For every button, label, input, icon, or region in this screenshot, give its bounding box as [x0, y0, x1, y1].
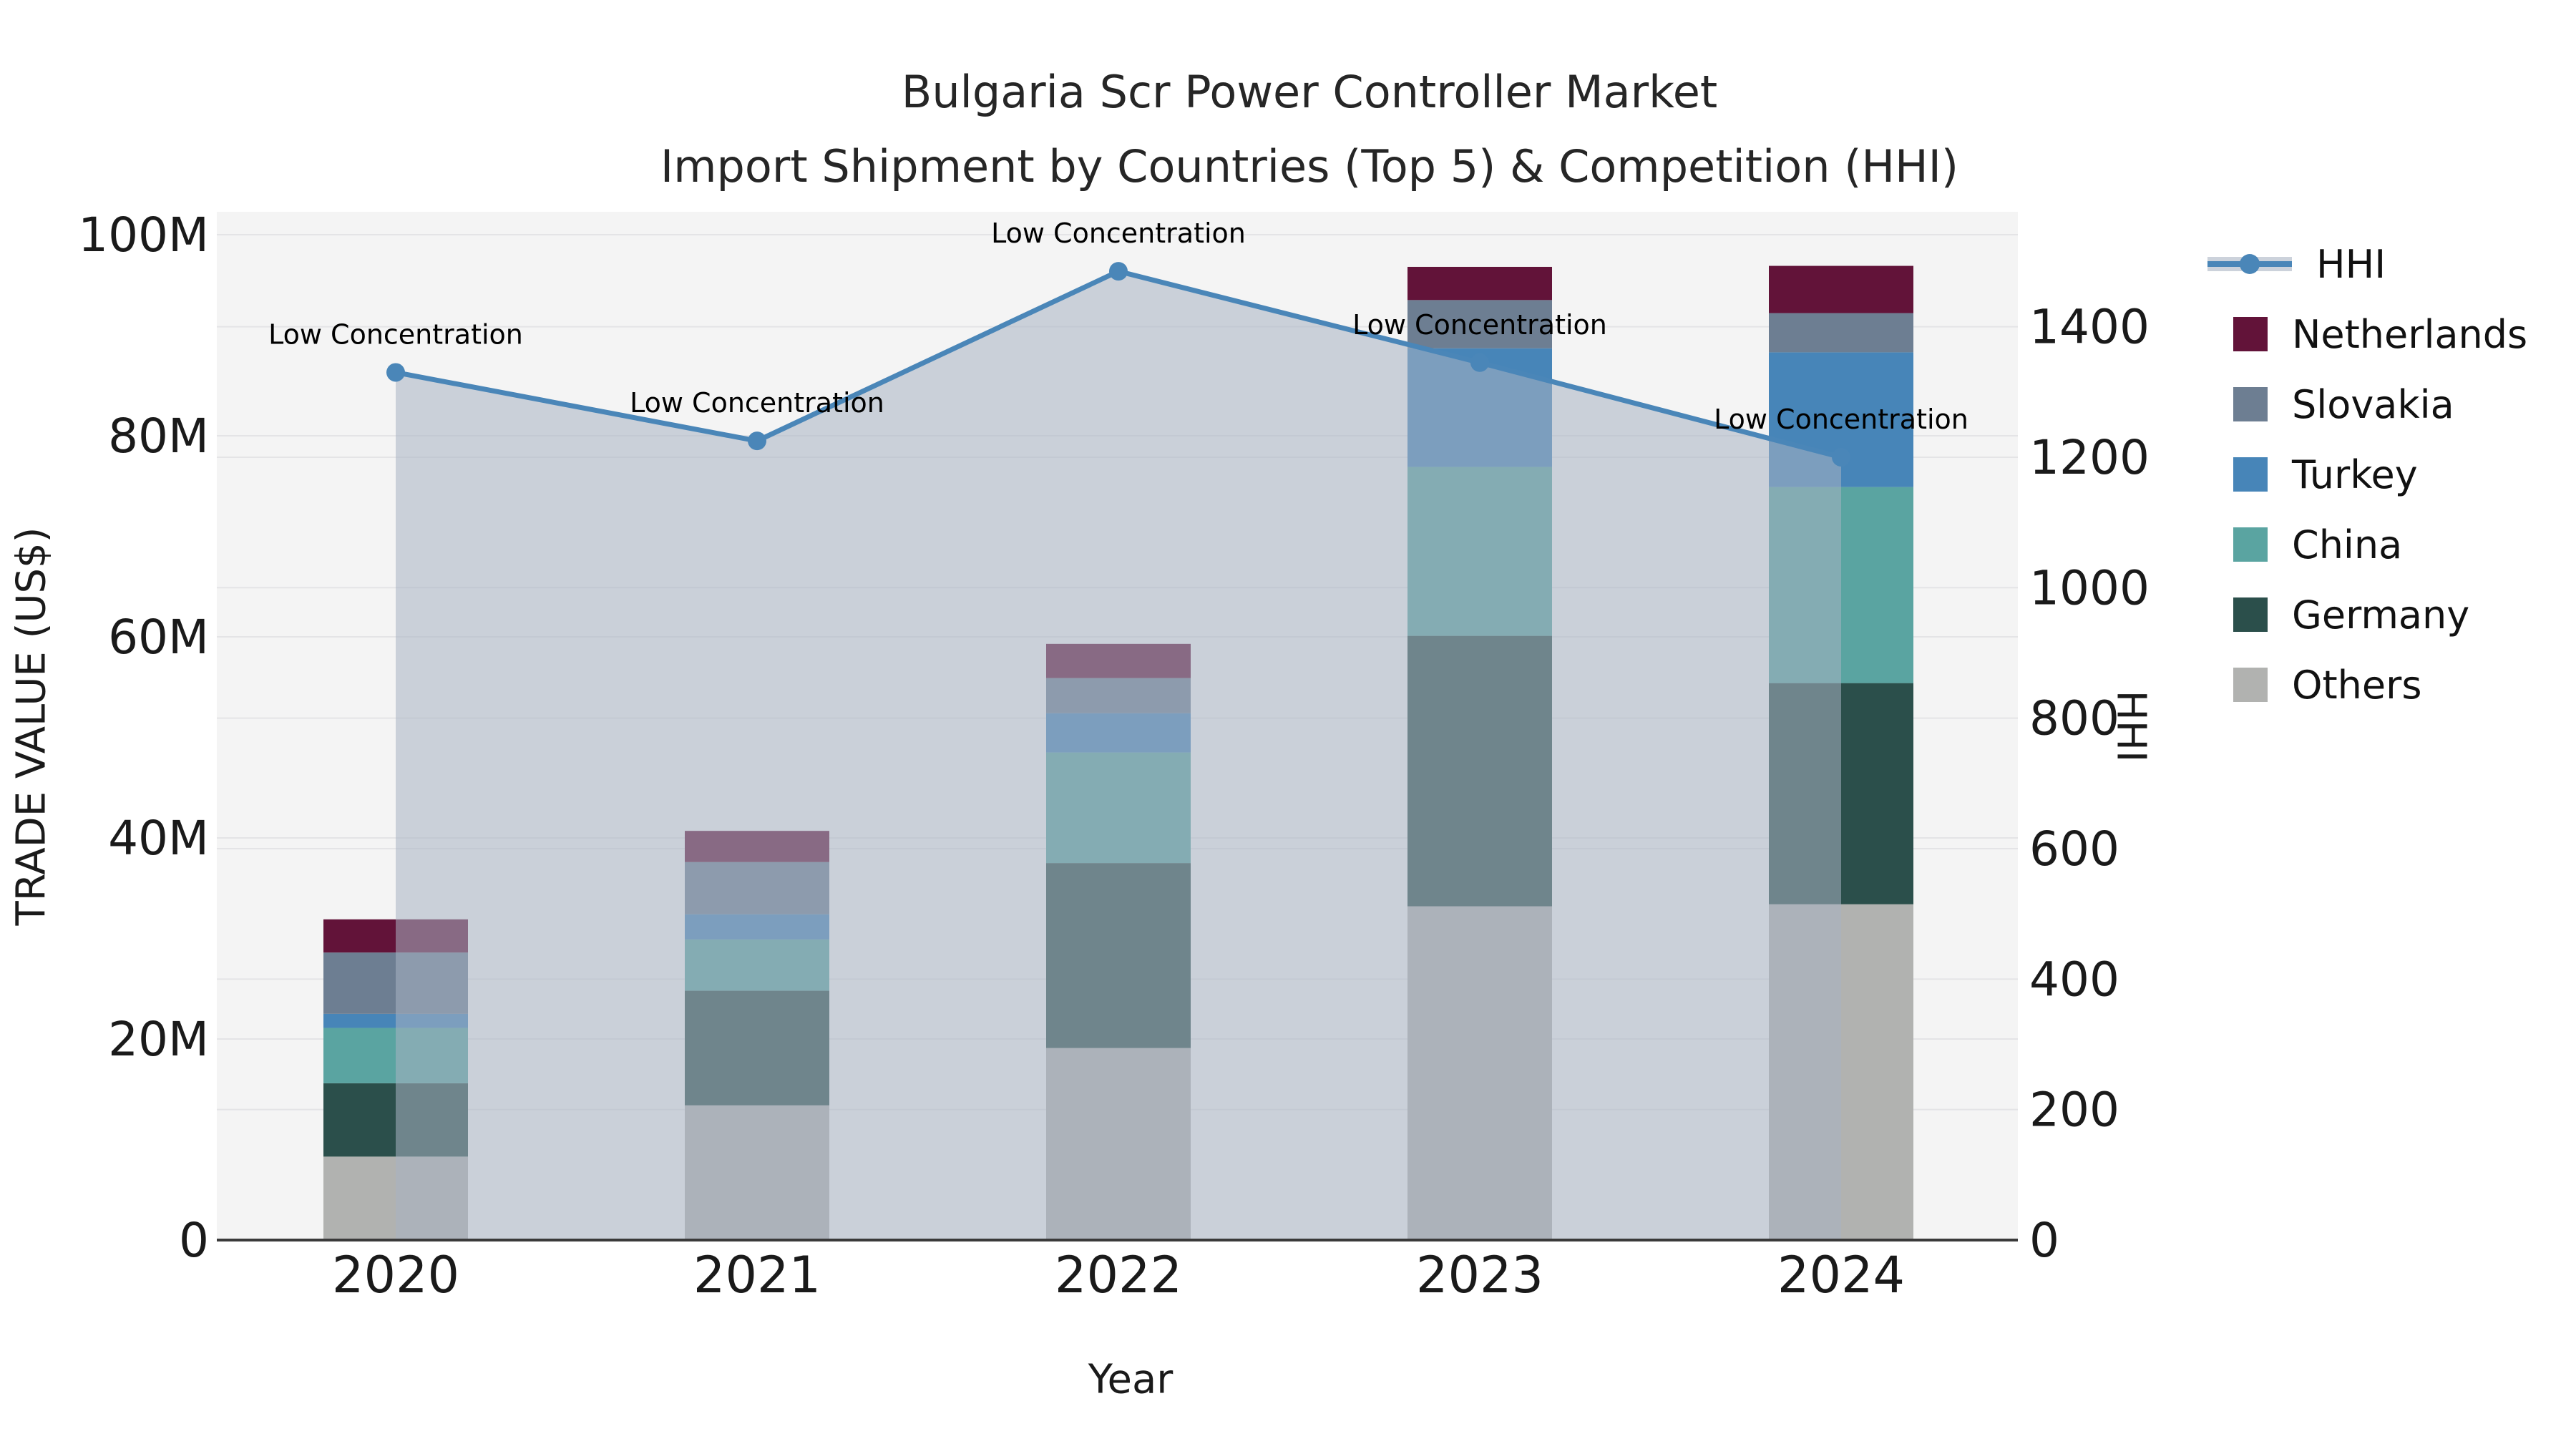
legend: HHI Netherlands Slovakia Turkey China Germany… — [2207, 229, 2527, 720]
legend-swatch-netherlands — [2233, 317, 2268, 351]
x-tick-2023: 2023 — [1416, 1246, 1543, 1304]
legend-swatch-turkey — [2233, 457, 2268, 492]
y-right-tick-400: 400 — [2029, 952, 2119, 1007]
y-right-tick-600: 600 — [2029, 821, 2119, 877]
y-left-tick-60: 60M — [108, 610, 209, 665]
y-left-tick-0: 0 — [179, 1213, 209, 1268]
legend-label-turkey: Turkey — [2292, 452, 2418, 497]
annotation-2024: Low Concentration — [1714, 404, 1968, 435]
legend-hhi-line-icon — [2207, 253, 2292, 275]
legend-label-germany: Germany — [2292, 592, 2470, 638]
hhi-point-2022 — [1109, 262, 1128, 281]
legend-item-hhi: HHI — [2207, 229, 2527, 299]
legend-item-slovakia: Slovakia — [2207, 369, 2527, 439]
legend-swatch-others — [2233, 668, 2268, 702]
annotation-2022: Low Concentration — [991, 218, 1246, 249]
legend-item-others: Others — [2207, 650, 2527, 720]
legend-label-china: China — [2292, 522, 2403, 567]
x-tick-2024: 2024 — [1777, 1246, 1905, 1304]
legend-item-germany: Germany — [2207, 580, 2527, 650]
legend-item-china: China — [2207, 509, 2527, 580]
annotation-2020: Low Concentration — [268, 318, 523, 350]
y-right-tick-200: 200 — [2029, 1083, 2119, 1138]
y-right-tick-0: 0 — [2029, 1213, 2059, 1268]
y-axis-title-right: HHI — [2107, 690, 2155, 763]
bar-segment-2023-slovakia — [1407, 300, 1552, 348]
y-left-tick-80: 80M — [108, 409, 209, 464]
x-tick-2020: 2020 — [332, 1246, 459, 1304]
y-right-tick-1200: 1200 — [2029, 430, 2150, 485]
legend-item-netherlands: Netherlands — [2207, 299, 2527, 369]
x-axis-title: Year — [1088, 1356, 1174, 1403]
x-tick-2022: 2022 — [1055, 1246, 1182, 1304]
hhi-point-2020 — [386, 363, 405, 382]
x-tick-2021: 2021 — [693, 1246, 821, 1304]
legend-label-netherlands: Netherlands — [2292, 311, 2528, 357]
bar-segment-2023-netherlands — [1407, 266, 1552, 301]
legend-label-hhi: HHI — [2316, 241, 2386, 287]
legend-label-others: Others — [2292, 662, 2422, 708]
chart-title: Bulgaria Scr Power Controller Market Imp… — [43, 70, 2576, 189]
legend-swatch-china — [2233, 527, 2268, 562]
hhi-point-2021 — [748, 431, 766, 451]
y-right-tick-1000: 1000 — [2029, 560, 2150, 615]
legend-item-turkey: Turkey — [2207, 439, 2527, 509]
y-right-tick-800: 800 — [2029, 691, 2119, 746]
y-left-tick-100: 100M — [78, 208, 209, 263]
chart-title-line2: Import Shipment by Countries (Top 5) & C… — [660, 140, 1959, 192]
y-right-tick-1400: 1400 — [2029, 300, 2150, 355]
legend-swatch-germany — [2233, 597, 2268, 632]
annotation-2021: Low Concentration — [630, 387, 884, 419]
hhi-point-2024 — [1832, 447, 1850, 467]
legend-label-slovakia: Slovakia — [2292, 381, 2454, 427]
y-axis-title-left: TRADE VALUE (US$) — [8, 527, 55, 926]
y-left-tick-20: 20M — [108, 1012, 209, 1067]
y-left-tick-40: 40M — [108, 811, 209, 866]
bar-segment-2024-netherlands — [1769, 265, 1913, 313]
chart-title-line1: Bulgaria Scr Power Controller Market — [901, 66, 1718, 118]
bar-segment-2024-slovakia — [1769, 313, 1913, 353]
hhi-area-fill — [396, 271, 1841, 1240]
legend-swatch-slovakia — [2233, 387, 2268, 421]
hhi-point-2023 — [1470, 353, 1489, 372]
annotation-2023: Low Concentration — [1352, 309, 1607, 341]
